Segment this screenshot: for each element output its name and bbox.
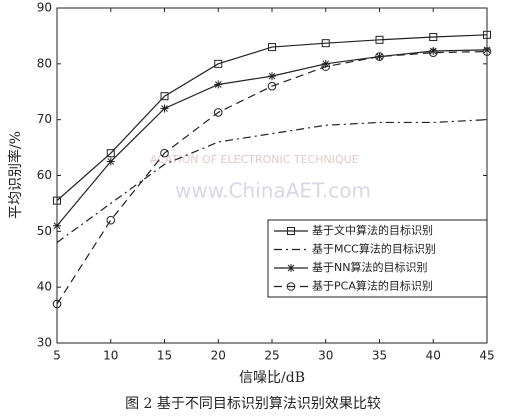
x-tick-label: 35 bbox=[372, 349, 387, 363]
marker bbox=[53, 221, 61, 230]
marker bbox=[287, 264, 295, 272]
marker bbox=[160, 92, 169, 101]
y-tick-label: 30 bbox=[37, 336, 52, 350]
marker bbox=[160, 104, 169, 113]
marker bbox=[483, 30, 491, 39]
caption: 图 2 基于不同目标识别算法识别效果比较 bbox=[125, 395, 381, 412]
y-tick-label: 40 bbox=[37, 280, 52, 294]
marker bbox=[286, 282, 296, 291]
marker bbox=[268, 72, 276, 81]
marker bbox=[53, 196, 61, 205]
marker bbox=[428, 48, 438, 57]
marker bbox=[375, 52, 384, 61]
series-line bbox=[56, 50, 488, 305]
marker bbox=[106, 149, 115, 158]
marker bbox=[268, 43, 276, 52]
watermark: ACATION OF ELECTRONIC TECHNIQUE bbox=[150, 153, 359, 166]
legend-label: 基于文中算法的目标识别 bbox=[312, 223, 433, 237]
marker bbox=[106, 157, 115, 166]
marker bbox=[52, 299, 62, 309]
legend-label: 基于PCA算法的目标识别 bbox=[312, 279, 433, 293]
x-tick-label: 40 bbox=[426, 349, 441, 363]
x-tick-label: 25 bbox=[264, 349, 279, 363]
x-tick-label: 30 bbox=[318, 349, 333, 363]
marker bbox=[321, 39, 330, 48]
legend-label: 基于NN算法的目标识别 bbox=[312, 260, 427, 274]
marker bbox=[267, 81, 277, 91]
x-tick-label: 10 bbox=[103, 349, 118, 363]
marker bbox=[160, 148, 169, 158]
y-axis-label: 平均识别率/% bbox=[7, 131, 24, 219]
y-tick-label: 70 bbox=[37, 112, 52, 126]
marker bbox=[287, 227, 295, 235]
marker bbox=[375, 52, 384, 61]
marker bbox=[214, 80, 223, 89]
legend-box bbox=[267, 219, 488, 298]
y-tick-label: 60 bbox=[37, 168, 52, 182]
x-axis-label: 信噪比/dB bbox=[239, 370, 305, 386]
marker bbox=[214, 59, 223, 68]
marker bbox=[106, 215, 116, 225]
marker bbox=[375, 35, 384, 44]
y-tick-label: 80 bbox=[37, 56, 52, 70]
marker bbox=[429, 46, 438, 55]
watermark: www.ChinaAET.com bbox=[175, 179, 371, 203]
marker bbox=[429, 33, 438, 42]
legend-label: 基于MCC算法的目标识别 bbox=[312, 242, 436, 256]
marker bbox=[321, 62, 331, 71]
x-tick-label: 5 bbox=[53, 349, 61, 363]
marker bbox=[482, 47, 492, 56]
x-tick-label: 20 bbox=[211, 349, 226, 363]
y-tick-label: 90 bbox=[37, 1, 52, 15]
marker bbox=[483, 45, 491, 54]
y-tick-label: 50 bbox=[37, 224, 52, 238]
marker bbox=[321, 59, 330, 68]
marker bbox=[213, 108, 223, 117]
x-tick-label: 45 bbox=[479, 349, 494, 363]
series-line bbox=[56, 34, 488, 202]
x-tick-label: 15 bbox=[157, 349, 172, 363]
